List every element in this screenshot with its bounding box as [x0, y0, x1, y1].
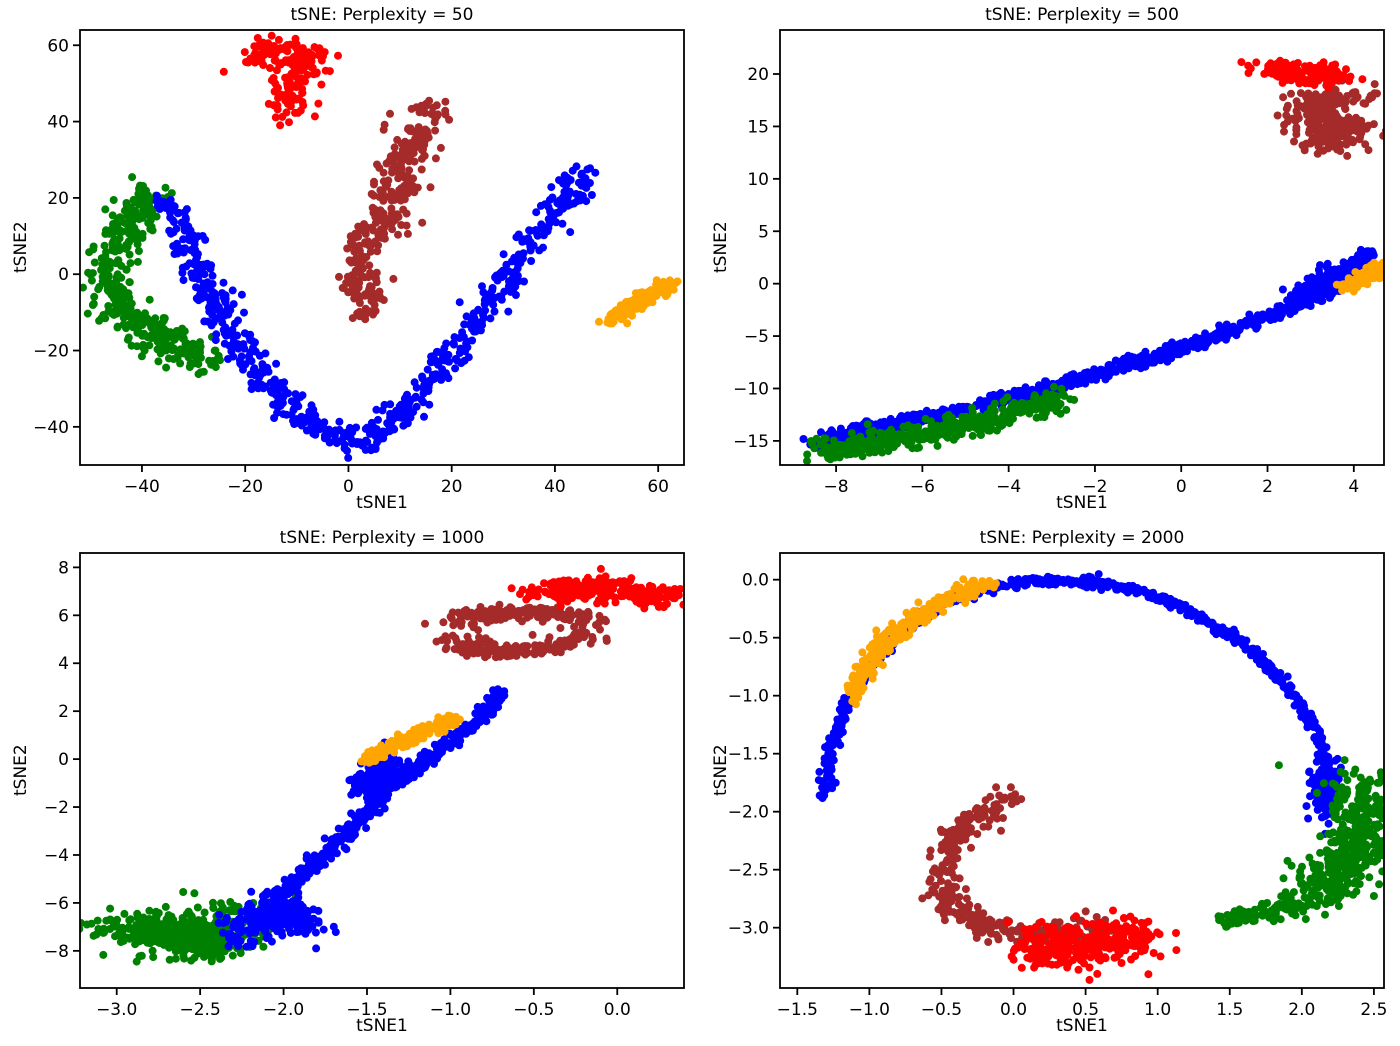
x-axis-ticks: −1.5 −1.0 −0.5 0.0 0.5 1.0 1.5 2.0 2.5 [777, 988, 1387, 1020]
cluster-green-blob [1268, 756, 1384, 924]
plot-svg: −8 −6 −4 −2 0 2 4 −15 −10 −5 0 5 10 15 20 [733, 29, 1385, 497]
cluster-blue-band [273, 685, 509, 899]
x-axis-ticks: −40 −20 0 20 40 60 [124, 465, 669, 497]
scatter-plot-canvas: −1.5 −1.0 −0.5 0.0 0.5 1.0 1.5 2.0 2.5 0.0 −0.5 −1.… [700, 523, 1400, 1046]
axes-frame [79, 552, 685, 989]
svg-text:40: 40 [47, 113, 69, 133]
cluster-green-tail [1214, 892, 1308, 931]
svg-text:−40: −40 [33, 418, 69, 438]
axes-frame [779, 552, 1385, 989]
plot-title: tSNE: Perplexity = 2000 [979, 528, 1185, 548]
y-axis-ticks: 0.0−0.5−1.0−1.5−2.0−2.5−3.0 [728, 571, 780, 939]
cluster-red [1237, 56, 1367, 92]
axes-frame [79, 29, 685, 466]
cluster-blue [799, 245, 1378, 452]
cluster-brown [1273, 76, 1384, 160]
svg-text:10: 10 [747, 170, 769, 190]
svg-text:−8: −8 [824, 477, 849, 497]
plot-title: tSNE: Perplexity = 1000 [279, 528, 485, 548]
y-axis-ticks: −15 −10 −5 0 5 10 15 20 [733, 65, 780, 452]
cluster-brown [335, 96, 454, 324]
plot-svg: −40 −20 0 20 40 60 −40 −20 0 20 40 60 [33, 29, 685, 497]
svg-text:0: 0 [758, 275, 769, 295]
scatter-plot-canvas: −8 −6 −4 −2 0 2 4 −15 −10 −5 0 5 10 15 20 [700, 0, 1400, 523]
svg-text:4: 4 [1348, 477, 1359, 497]
cluster-red [219, 31, 342, 130]
svg-text:60: 60 [47, 36, 69, 56]
cluster-red [507, 564, 684, 613]
x-axis-ticks: −8 −6 −4 −2 0 2 4 [824, 465, 1359, 497]
scatter-plot-canvas: −3.0 −2.5 −2.0 −1.5 −1.0 −0.5 0.0 −8 −6 −4 −2 0 2 4 6 8 [0, 523, 700, 1046]
svg-text:−2: −2 [1082, 477, 1107, 497]
x-axis-label: tSNE1 [1056, 493, 1108, 513]
plot-svg: −1.5 −1.0 −0.5 0.0 0.5 1.0 1.5 2.0 2.5 0.0−0.5−1.… [728, 552, 1387, 1020]
svg-text:0: 0 [58, 265, 69, 285]
svg-text:40: 40 [544, 477, 566, 497]
axes-frame [779, 29, 1385, 466]
subplot-perplexity-50: tSNE: Perplexity = 50 tSNE2 −40 −20 0 20 40 6… [0, 0, 700, 523]
y-axis-ticks: −40 −20 0 20 40 60 [33, 36, 80, 438]
x-axis-label: tSNE1 [356, 1016, 408, 1036]
svg-text:0: 0 [343, 477, 354, 497]
scatter-plot-canvas: −40 −20 0 20 40 60 −40 −20 0 20 40 60 [0, 0, 700, 523]
svg-text:15: 15 [747, 117, 769, 137]
cluster-orange [595, 276, 682, 328]
svg-text:20: 20 [441, 477, 463, 497]
scatter-points [80, 31, 682, 462]
svg-text:−20: −20 [227, 477, 263, 497]
svg-text:−15: −15 [733, 432, 769, 452]
cluster-orange [843, 575, 1000, 709]
svg-text:5: 5 [758, 222, 769, 242]
svg-text:2: 2 [1262, 477, 1273, 497]
svg-text:−20: −20 [33, 342, 69, 362]
cluster-blue-blob [214, 886, 340, 953]
cluster-brown [421, 600, 611, 662]
svg-text:60: 60 [647, 477, 669, 497]
svg-text:20: 20 [747, 65, 769, 85]
svg-text:−4: −4 [996, 477, 1021, 497]
x-axis-label: tSNE1 [1056, 1016, 1108, 1036]
svg-text:−10: −10 [733, 379, 769, 399]
cluster-green [803, 382, 1079, 465]
plot-title: tSNE: Perplexity = 500 [985, 5, 1179, 25]
scatter-points [799, 56, 1384, 465]
svg-text:−5: −5 [744, 327, 769, 347]
subplot-perplexity-2000: tSNE: Perplexity = 2000 tSNE2 −1.5 −1.0 −0… [700, 523, 1400, 1046]
subplot-perplexity-1000: tSNE: Perplexity = 1000 tSNE2 −3.0 −2.5 −2… [0, 523, 700, 1046]
cluster-blue [152, 162, 600, 462]
cluster-blue-arc [814, 570, 1345, 818]
cluster-orange [1332, 258, 1384, 296]
scatter-points [814, 570, 1384, 984]
svg-text:−6: −6 [910, 477, 935, 497]
cluster-red [1003, 906, 1181, 984]
plot-title: tSNE: Perplexity = 50 [290, 5, 474, 25]
scatter-points [80, 564, 684, 966]
cluster-orange [357, 711, 464, 767]
x-axis-ticks: −3.0 −2.5 −2.0 −1.5 −1.0 −0.5 0.0 [96, 988, 631, 1020]
svg-text:20: 20 [47, 189, 69, 209]
subplot-perplexity-500: tSNE: Perplexity = 500 tSNE2 −8 −6 −4 −2 0 2 4… [700, 0, 1400, 523]
x-axis-label: tSNE1 [356, 493, 408, 513]
svg-text:−40: −40 [124, 477, 160, 497]
svg-text:0: 0 [1176, 477, 1187, 497]
